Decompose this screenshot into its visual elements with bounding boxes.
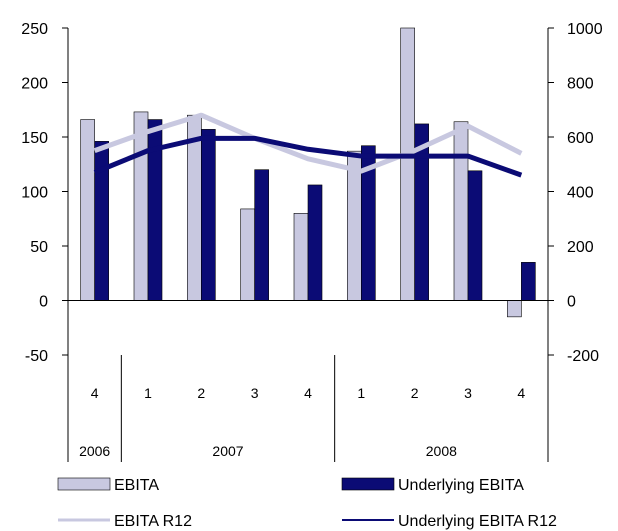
bar-ebita-5: [347, 150, 362, 301]
bar-underlying-ebita-4: [307, 184, 323, 301]
year-label: 2008: [426, 443, 457, 459]
right-tick-label: 200: [567, 239, 594, 256]
axes-layer: 250 200 150 100 50 0 -50 1000 800 600 400 200 0 -200 4…: [21, 21, 603, 462]
year-label: 2007: [212, 443, 243, 459]
left-tick-label: 0: [39, 294, 48, 311]
bar-ebita-6: [400, 27, 415, 301]
category-label: 2: [197, 385, 205, 401]
bar-underlying-ebita-2: [201, 129, 216, 301]
left-tick-label: 250: [21, 21, 48, 38]
bar-ebita-1: [133, 111, 149, 301]
right-tick-label: 0: [567, 294, 576, 311]
category-label: 1: [357, 385, 365, 401]
legend-swatch-ebita: [57, 477, 111, 491]
category-label: 4: [304, 385, 312, 401]
bar-underlying-ebita-8: [521, 262, 536, 301]
category-label: 1: [144, 385, 152, 401]
right-tick-label: 1000: [567, 21, 603, 38]
right-tick-label: 600: [567, 130, 594, 147]
bar-underlying-ebita-7: [467, 170, 483, 301]
bar-underlying-ebita-3: [254, 169, 269, 301]
category-label: 4: [91, 385, 99, 401]
bar-ebita-0: [80, 119, 95, 301]
legend: EBITA Underlying EBITA EBITA R12 Underlying…: [57, 477, 557, 530]
bar-ebita-8: [507, 300, 522, 318]
lines-layer: [93, 112, 523, 178]
category-label: 3: [251, 385, 259, 401]
legend-label-underlying-ebita: Underlying EBITA: [398, 477, 524, 494]
right-tick-label: 800: [567, 76, 594, 93]
legend-label-ebita-r12: EBITA R12: [114, 513, 192, 530]
bar-ebita-4: [293, 213, 309, 301]
bars-layer: [80, 27, 536, 318]
line-ebita-r12: [93, 112, 523, 174]
category-label: 4: [517, 385, 525, 401]
legend-label-underlying-ebita-r12: Underlying EBITA R12: [398, 513, 557, 530]
bar-ebita-3: [240, 208, 255, 301]
bar-ebita-7: [453, 121, 469, 301]
left-tick-label: -50: [25, 348, 48, 365]
left-tick-label: 100: [21, 185, 48, 202]
right-tick-label: -200: [567, 348, 599, 365]
line-underlying-ebita-r12: [93, 135, 523, 178]
year-label: 2006: [79, 443, 110, 459]
left-tick-label: 150: [21, 130, 48, 147]
legend-label-ebita: EBITA: [114, 477, 159, 494]
legend-swatch-underlying-ebita: [341, 477, 395, 491]
left-tick-label: 200: [21, 76, 48, 93]
category-label: 2: [411, 385, 419, 401]
left-tick-label: 50: [30, 239, 48, 256]
category-label: 3: [464, 385, 472, 401]
right-tick-label: 400: [567, 185, 594, 202]
